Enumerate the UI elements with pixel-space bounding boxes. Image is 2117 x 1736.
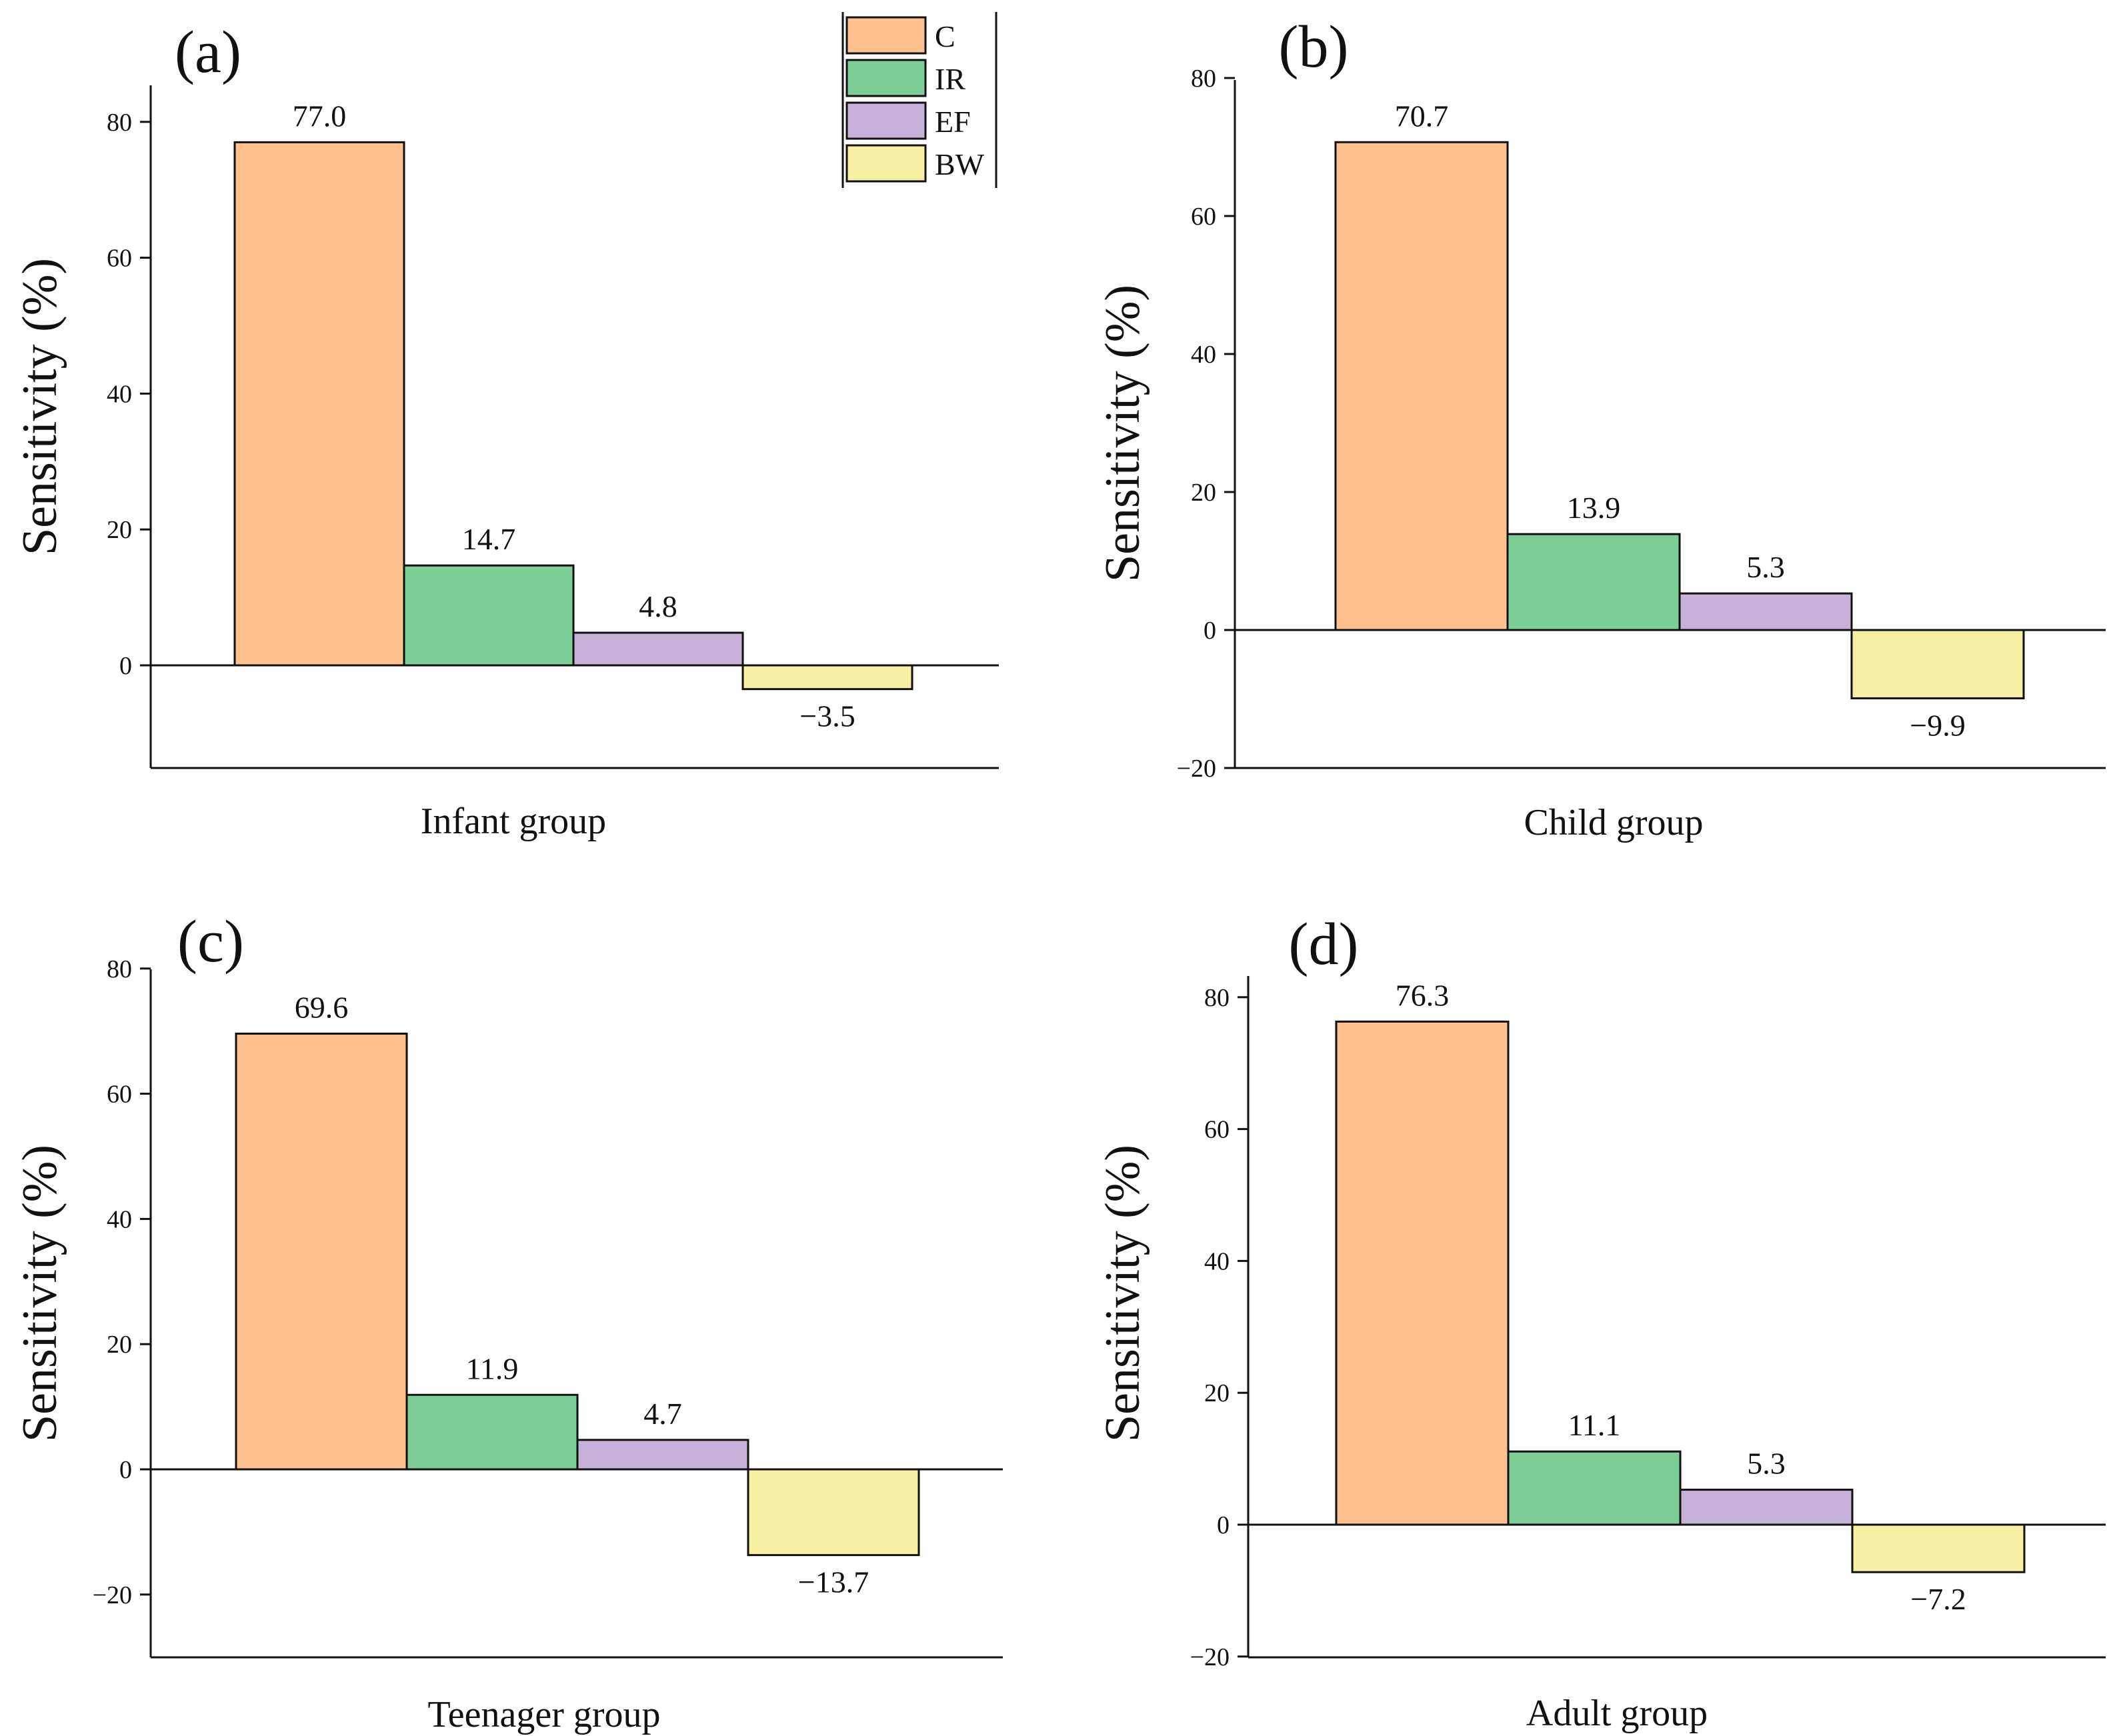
bar-ef xyxy=(1678,592,1853,631)
y-tick-label: 60 xyxy=(1204,1116,1230,1144)
y-tick-label: 0 xyxy=(1217,1511,1230,1539)
y-tick-label: 0 xyxy=(119,652,132,680)
data-label-bw: −9.9 xyxy=(1910,708,1965,742)
y-tick-label: 60 xyxy=(107,245,132,273)
y-tick-label: 80 xyxy=(107,109,132,137)
y-tick-label: 40 xyxy=(1191,341,1216,369)
bar-ef xyxy=(1679,1489,1854,1526)
y-tick-label: 40 xyxy=(1204,1247,1230,1275)
bar-bw xyxy=(1851,1523,2026,1573)
bar-ir xyxy=(403,564,575,667)
panel-label: (b) xyxy=(1279,14,1349,80)
bar-ef xyxy=(576,1439,749,1471)
data-label-ir: 14.7 xyxy=(462,522,516,556)
y-tick-label: 80 xyxy=(107,955,132,983)
legend-label-bw: BW xyxy=(935,147,985,181)
data-label-ir: 13.9 xyxy=(1567,491,1621,525)
data-label-ir: 11.9 xyxy=(466,1351,519,1385)
data-label-ef: 5.3 xyxy=(1747,1447,1786,1481)
y-tick-label: 60 xyxy=(107,1081,132,1109)
chart-panel-adult: −20 0 20 40 60 80 76.3 11.1 5.3 −7.2 (d) Adult grou… xyxy=(1096,911,2106,1734)
y-axis-label: Sensitivity (%) xyxy=(13,258,67,555)
y-tick-label: −20 xyxy=(93,1581,132,1609)
y-tick-label: −20 xyxy=(1177,755,1216,783)
legend-swatch-ir xyxy=(845,59,927,97)
data-label-ef: 5.3 xyxy=(1746,550,1785,584)
y-axis-label: Sensitivity (%) xyxy=(1096,285,1150,582)
chart-panel-child: −20 0 20 40 60 80 70.7 13.9 5.3 −9.9 (b) Child grou… xyxy=(1096,14,2106,843)
bar-bw xyxy=(741,664,913,691)
data-label-bw: −3.5 xyxy=(799,699,855,733)
panel-label: (d) xyxy=(1289,911,1359,977)
bar-c xyxy=(1335,1020,1510,1526)
data-label-bw: −13.7 xyxy=(798,1565,869,1599)
bar-ir xyxy=(1507,1450,1682,1526)
bar-bw xyxy=(747,1468,920,1557)
y-axis-label: Sensitivity (%) xyxy=(13,1145,67,1442)
data-label-ef: 4.7 xyxy=(643,1397,682,1431)
bar-c xyxy=(1334,141,1509,631)
y-tick-label: 80 xyxy=(1191,65,1216,93)
y-tick-label: 20 xyxy=(1204,1379,1230,1407)
x-axis-label: Adult group xyxy=(1526,1693,1708,1734)
legend-swatch-bw xyxy=(845,144,927,183)
legend-swatch-c xyxy=(845,16,927,55)
data-label-bw: −7.2 xyxy=(1910,1582,1966,1616)
data-label-c: 77.0 xyxy=(293,99,347,133)
x-axis-label: Child group xyxy=(1524,802,1703,843)
y-tick-label: 40 xyxy=(107,1205,132,1233)
y-tick-label: 20 xyxy=(1191,479,1216,507)
panel-label: (c) xyxy=(177,909,244,975)
panel-label: (a) xyxy=(175,19,241,85)
bar-ir xyxy=(1506,533,1681,631)
y-tick-label: 80 xyxy=(1204,984,1230,1012)
legend-label-ef: EF xyxy=(935,105,971,139)
y-tick-label: 40 xyxy=(107,380,132,408)
y-tick-label: 20 xyxy=(107,516,132,544)
data-label-ir: 11.1 xyxy=(1568,1408,1621,1442)
bar-c xyxy=(233,141,405,667)
bar-ef xyxy=(572,631,744,667)
y-tick-label: 60 xyxy=(1191,203,1216,231)
y-tick-label: −20 xyxy=(1190,1643,1230,1671)
x-axis-label: Infant group xyxy=(421,801,606,842)
legend: C IR EF BW xyxy=(841,12,997,188)
legend-label-c: C xyxy=(935,19,955,53)
chart-panel-teenager: −20 0 20 40 60 80 69.6 11.9 4.7 −13.7 (c) Teenager … xyxy=(13,909,1003,1735)
x-axis-label: Teenager group xyxy=(427,1694,660,1735)
y-tick-label: 0 xyxy=(119,1456,132,1484)
y-axis-label: Sensitivity (%) xyxy=(1096,1145,1150,1442)
data-label-ef: 4.8 xyxy=(639,589,677,623)
y-tick-label: 0 xyxy=(1204,617,1216,645)
bar-bw xyxy=(1850,629,2025,699)
legend-label-ir: IR xyxy=(935,62,965,96)
data-label-c: 70.7 xyxy=(1395,99,1449,133)
bar-ir xyxy=(405,1393,579,1471)
data-label-c: 69.6 xyxy=(295,990,349,1024)
legend-swatch-ef xyxy=(845,101,927,140)
data-label-c: 76.3 xyxy=(1396,978,1450,1012)
bar-c xyxy=(235,1032,408,1471)
chart-panel-infant: 0 20 40 60 80 77.0 14.7 4.8 −3.5 (a) Infant group S… xyxy=(13,19,999,842)
y-tick-label: 20 xyxy=(107,1331,132,1359)
